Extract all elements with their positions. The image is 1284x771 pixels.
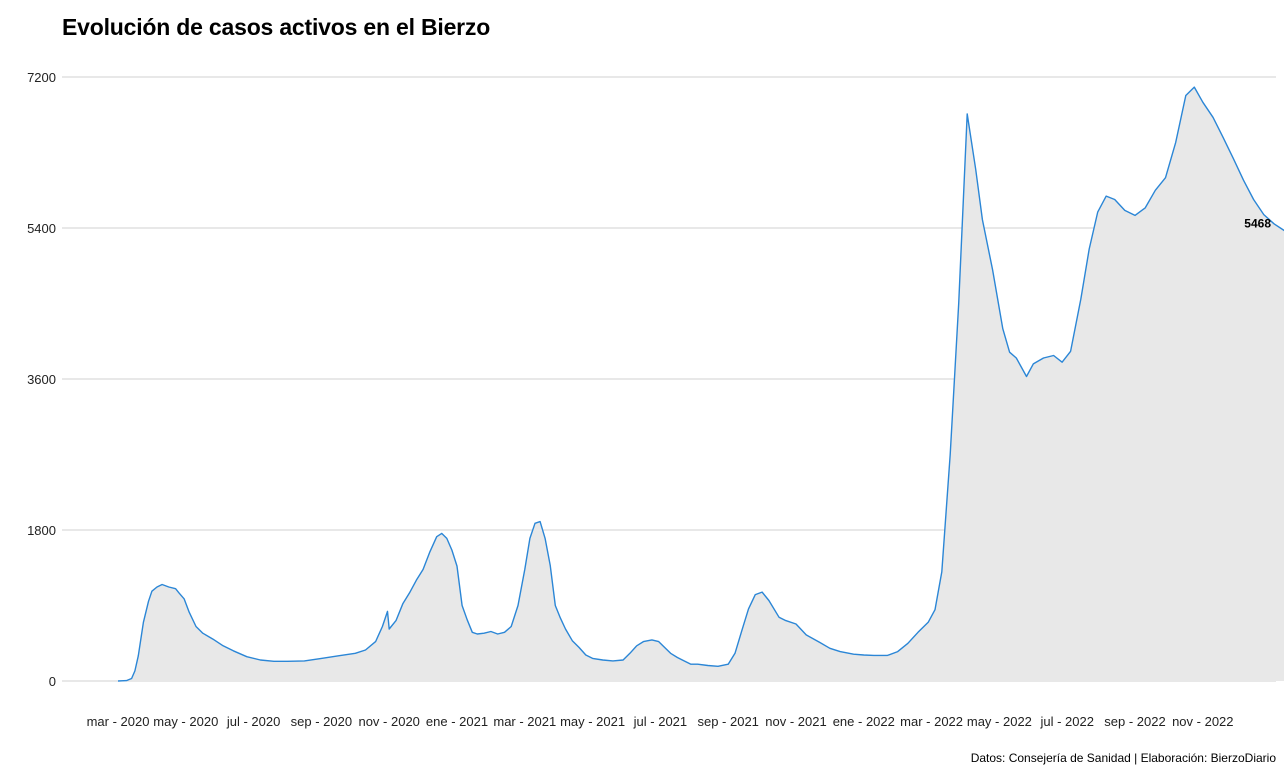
x-tick-label: nov - 2022: [1172, 714, 1233, 729]
x-tick-label: sep - 2020: [291, 714, 352, 729]
y-tick-label: 0: [49, 674, 56, 689]
y-tick-label: 7200: [27, 70, 56, 85]
area-fill: [118, 87, 1284, 681]
y-tick-label: 1800: [27, 523, 56, 538]
x-tick-label: ene - 2021: [426, 714, 488, 729]
chart-title: Evolución de casos activos en el Bierzo: [62, 14, 491, 40]
x-tick-label: may - 2021: [560, 714, 625, 729]
x-tick-label: may - 2022: [967, 714, 1032, 729]
x-tick-label: jul - 2021: [633, 714, 687, 729]
x-tick-label: ene - 2022: [833, 714, 895, 729]
x-tick-label: sep - 2021: [697, 714, 758, 729]
source-note: Datos: Consejería de Sanidad | Elaboraci…: [970, 751, 1276, 765]
x-tick-label: mar - 2020: [87, 714, 150, 729]
x-tick-label: mar - 2021: [493, 714, 556, 729]
x-tick-label: mar - 2022: [900, 714, 963, 729]
y-tick-label: 5400: [27, 221, 56, 236]
last-value-label: 5468: [1244, 216, 1271, 230]
x-tick-label: jul - 2022: [1039, 714, 1093, 729]
y-tick-label: 3600: [27, 372, 56, 387]
x-tick-label: nov - 2020: [358, 714, 419, 729]
x-tick-label: sep - 2022: [1104, 714, 1165, 729]
x-tick-label: nov - 2021: [765, 714, 826, 729]
series-line: [117, 86, 1284, 682]
x-tick-label: may - 2020: [153, 714, 218, 729]
y-axis-labels: 0 1800 3600 5400 7200: [27, 70, 56, 689]
x-tick-label: jul - 2020: [226, 714, 280, 729]
x-axis-labels: mar - 2020 may - 2020 jul - 2020 sep - 2020…: [87, 714, 1234, 729]
